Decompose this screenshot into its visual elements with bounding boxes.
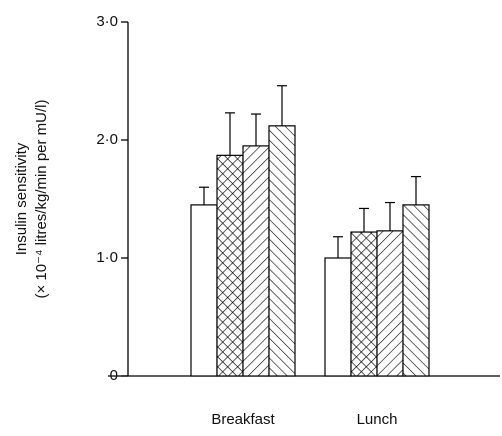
x-tick-label: Lunch: [357, 411, 398, 428]
bar: [324, 257, 352, 377]
bar: [268, 125, 296, 377]
bar: [216, 154, 244, 377]
bar: [402, 204, 430, 377]
y-axis-label: (× 10⁻⁴ litres/kg/min per mU/l): [33, 100, 50, 299]
y-tick-label: 1·0: [96, 249, 118, 266]
x-tick-label: Breakfast: [211, 411, 275, 428]
bar: [376, 230, 404, 377]
y-tick-label: 0: [110, 367, 118, 384]
bar: [350, 231, 378, 377]
bar: [242, 145, 270, 377]
y-tick-label: 2·0: [96, 131, 118, 148]
y-axis-label: Insulin sensitivity: [13, 142, 30, 255]
y-tick-label: 3·0: [96, 13, 118, 30]
bar: [190, 204, 218, 377]
